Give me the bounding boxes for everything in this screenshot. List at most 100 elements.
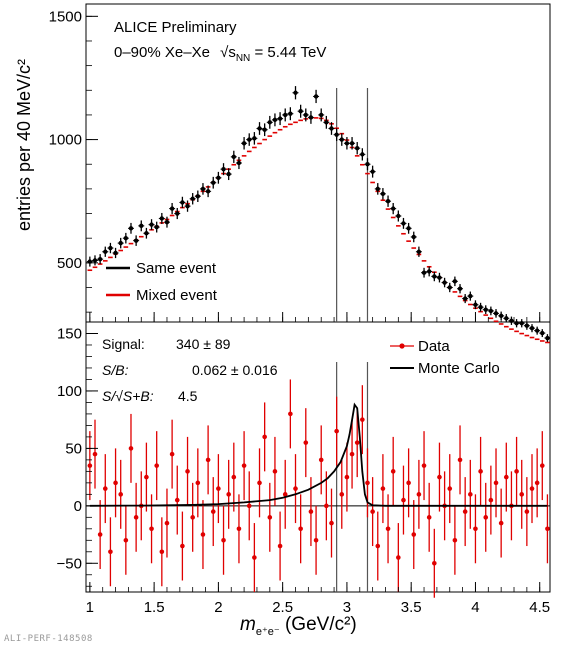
data-point [344,474,350,480]
data-point [313,537,319,543]
bottom-y-tick-label: 100 [57,383,82,400]
same-event-point [329,126,334,131]
data-point [519,492,525,497]
same-event-point [396,213,401,219]
same-event-point [262,127,267,132]
data-point [318,457,324,463]
same-event-point [334,132,339,137]
data-point [396,555,401,560]
data-point [498,520,504,526]
data-point [123,537,129,543]
same-event-point [385,199,391,204]
data-point [149,526,154,532]
data-point [406,480,411,486]
stat-significance-value: 4.5 [178,388,198,404]
same-event-point [473,302,478,307]
data-point [252,555,257,560]
same-event-point [257,126,262,131]
same-event-point [118,240,123,246]
x-tick-label: 4.5 [529,599,550,616]
same-event-point [308,115,314,120]
data-point [329,520,334,526]
bottom-legend-label: Monte Carlo [418,360,500,377]
data-point [468,492,473,497]
same-event-point [483,307,488,312]
data-point [185,469,190,474]
same-event-point [149,222,154,227]
data-point [437,474,442,480]
same-event-point [498,313,504,319]
data-point [144,474,149,480]
same-event-point [247,137,252,142]
data-point [262,434,267,440]
bottom-y-tick-label: 50 [65,440,82,457]
stat-signal-value: 340 ± 89 [176,336,231,352]
same-event-point [288,111,293,116]
data-point [432,560,437,566]
data-point [375,543,381,549]
same-event-point [154,224,159,230]
same-event-point [277,116,283,121]
same-event-point [416,249,422,254]
same-event-point [175,211,180,216]
x-axis-label-sub: e⁺e⁻ [255,625,280,638]
same-event-point [97,256,103,262]
same-event-point [519,321,524,326]
same-event-point [113,250,118,256]
data-point [473,526,478,532]
x-tick-label: 4 [471,599,479,616]
x-tick-label: 3 [343,599,351,616]
axes: 1 1.5 2 2.5 3 3.5 4 4.5 500 1000 1500 −50 0 50 100 150 e… [14,8,550,616]
data-point [180,543,185,549]
same-event-point [133,238,139,243]
data-point [452,537,458,543]
same-event-point [324,120,329,125]
same-event-point [313,94,319,99]
data-point [447,486,453,491]
same-event-point [216,175,221,180]
data-point [241,463,247,468]
data-point [210,509,216,514]
data-point [539,463,545,468]
data-point [457,457,463,463]
same-event-point [375,186,380,192]
x-axis-label: me⁺e⁻ (GeV/c²) [240,614,357,638]
data-point [349,451,355,457]
same-event-point [365,162,370,167]
data-point [416,492,422,497]
data-point [221,537,226,543]
same-event-point [437,275,442,280]
data-point [334,428,339,434]
experiment-label: ALICE Preliminary [114,19,237,36]
data-point [421,463,427,468]
same-event-point [108,245,113,251]
same-event-point [128,226,134,231]
data-point [324,503,329,509]
bottom-y-tick-label: −50 [57,555,82,572]
data-point [113,480,118,486]
same-event-point [144,231,149,236]
same-event-point [185,203,190,209]
data-point [257,480,262,486]
x-axis-label-unit: (GeV/c²) [284,614,357,635]
data-point [277,543,283,549]
same-event-point [478,305,483,310]
data-point [426,515,432,520]
system-text: 0–90% Xe–Xe [114,44,210,61]
same-event-point [221,166,226,172]
data-point [282,492,288,497]
top-y-tick-label: 1500 [49,8,82,25]
data-point [195,480,201,486]
same-event-point [488,308,494,314]
data-point [401,497,406,503]
bottom-legend-data-marker [399,343,405,349]
same-event-point [411,234,416,240]
top-y-tick-label: 500 [57,255,82,272]
bottom-y-tick-label: 150 [57,325,82,342]
data-point [360,417,365,422]
data-point [298,526,303,532]
same-event-point [211,180,216,185]
same-event-point [319,112,324,118]
data-point [380,486,386,491]
